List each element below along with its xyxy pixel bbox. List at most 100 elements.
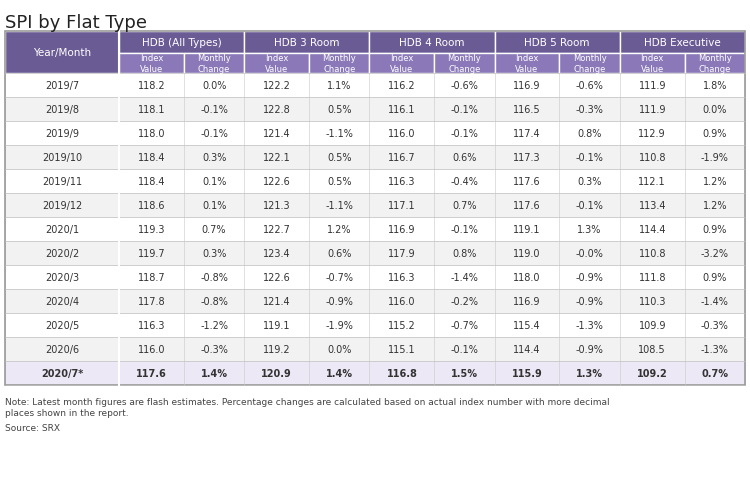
Text: -0.4%: -0.4% — [451, 177, 478, 187]
Text: 122.8: 122.8 — [262, 105, 290, 115]
Text: 117.8: 117.8 — [138, 296, 165, 306]
Text: Index
Value: Index Value — [265, 54, 289, 74]
Text: -0.7%: -0.7% — [326, 272, 353, 283]
Text: 122.7: 122.7 — [262, 225, 291, 235]
Text: -0.6%: -0.6% — [451, 81, 478, 91]
Text: -0.9%: -0.9% — [576, 272, 604, 283]
Text: 2020/3: 2020/3 — [45, 272, 80, 283]
Text: 114.4: 114.4 — [638, 225, 666, 235]
Text: -1.1%: -1.1% — [326, 200, 353, 211]
Text: 115.4: 115.4 — [513, 320, 541, 330]
Text: -0.3%: -0.3% — [200, 344, 228, 354]
Text: -0.1%: -0.1% — [451, 225, 478, 235]
Bar — [685, 54, 745, 74]
Text: -0.8%: -0.8% — [200, 296, 228, 306]
Bar — [495, 54, 560, 74]
Text: HDB 3 Room: HDB 3 Room — [274, 38, 340, 48]
Text: -1.9%: -1.9% — [700, 152, 729, 163]
Text: 123.4: 123.4 — [263, 248, 290, 258]
Text: HDB Executive: HDB Executive — [644, 38, 721, 48]
Text: -0.1%: -0.1% — [200, 129, 228, 139]
Text: 1.3%: 1.3% — [576, 368, 603, 378]
Text: 2019/7: 2019/7 — [45, 81, 80, 91]
Bar — [5, 361, 745, 385]
Text: 119.2: 119.2 — [263, 344, 290, 354]
Bar — [620, 32, 745, 54]
Text: 118.7: 118.7 — [138, 272, 165, 283]
Text: 118.4: 118.4 — [138, 152, 165, 163]
Text: 0.8%: 0.8% — [452, 248, 477, 258]
Text: 2020/1: 2020/1 — [45, 225, 80, 235]
Text: Index
Value: Index Value — [640, 54, 664, 74]
Text: Monthly
Change: Monthly Change — [573, 54, 607, 74]
Text: 0.0%: 0.0% — [327, 344, 352, 354]
Text: 117.6: 117.6 — [513, 177, 541, 187]
Text: 121.4: 121.4 — [263, 129, 290, 139]
Text: 116.0: 116.0 — [388, 296, 416, 306]
Text: 2020/7*: 2020/7* — [41, 368, 83, 378]
Text: -0.1%: -0.1% — [576, 200, 604, 211]
Text: 118.0: 118.0 — [513, 272, 541, 283]
Text: 117.1: 117.1 — [388, 200, 416, 211]
Text: Monthly
Change: Monthly Change — [197, 54, 231, 74]
Text: 0.6%: 0.6% — [327, 248, 352, 258]
Text: 0.0%: 0.0% — [202, 81, 226, 91]
Text: 2019/8: 2019/8 — [45, 105, 79, 115]
Text: 0.5%: 0.5% — [327, 105, 352, 115]
Text: -0.9%: -0.9% — [576, 296, 604, 306]
Text: 2019/10: 2019/10 — [42, 152, 82, 163]
Text: HDB 5 Room: HDB 5 Room — [524, 38, 590, 48]
Bar — [5, 265, 745, 289]
Text: 119.3: 119.3 — [138, 225, 165, 235]
Text: 0.9%: 0.9% — [703, 225, 727, 235]
Text: HDB (All Types): HDB (All Types) — [142, 38, 221, 48]
Text: Monthly
Change: Monthly Change — [698, 54, 732, 74]
Text: 116.9: 116.9 — [388, 225, 416, 235]
Text: -1.4%: -1.4% — [700, 296, 729, 306]
Text: -0.1%: -0.1% — [451, 105, 478, 115]
Bar — [370, 54, 434, 74]
Text: 116.8: 116.8 — [386, 368, 417, 378]
Text: -0.3%: -0.3% — [700, 320, 729, 330]
Text: -0.0%: -0.0% — [576, 248, 604, 258]
Text: 114.4: 114.4 — [513, 344, 541, 354]
Bar — [119, 32, 244, 54]
Text: 109.2: 109.2 — [637, 368, 668, 378]
Bar — [309, 54, 370, 74]
Text: 1.2%: 1.2% — [703, 177, 727, 187]
Text: 0.7%: 0.7% — [202, 225, 226, 235]
Text: 1.2%: 1.2% — [703, 200, 727, 211]
Bar — [370, 32, 495, 54]
Text: -0.3%: -0.3% — [576, 105, 604, 115]
Text: 119.1: 119.1 — [263, 320, 290, 330]
Text: -0.8%: -0.8% — [200, 272, 228, 283]
Text: 118.6: 118.6 — [138, 200, 165, 211]
Bar — [5, 337, 745, 361]
Bar — [5, 313, 745, 337]
Bar — [434, 54, 495, 74]
Bar — [5, 194, 745, 217]
Text: -0.1%: -0.1% — [200, 105, 228, 115]
Text: 0.1%: 0.1% — [202, 177, 226, 187]
Text: -1.1%: -1.1% — [326, 129, 353, 139]
Text: Index
Value: Index Value — [390, 54, 413, 74]
Text: 0.1%: 0.1% — [202, 200, 226, 211]
Bar — [5, 74, 745, 98]
Text: 0.7%: 0.7% — [452, 200, 477, 211]
Text: HDB 4 Room: HDB 4 Room — [399, 38, 465, 48]
Text: -1.3%: -1.3% — [576, 320, 604, 330]
Text: 121.3: 121.3 — [263, 200, 290, 211]
Text: 2020/6: 2020/6 — [45, 344, 80, 354]
Text: 117.3: 117.3 — [513, 152, 541, 163]
Text: -0.1%: -0.1% — [451, 344, 478, 354]
Text: Index
Value: Index Value — [515, 54, 538, 74]
Text: -0.9%: -0.9% — [326, 296, 353, 306]
Text: 117.6: 117.6 — [136, 368, 167, 378]
Text: 118.4: 118.4 — [138, 177, 165, 187]
Text: 2019/12: 2019/12 — [42, 200, 82, 211]
Text: 119.7: 119.7 — [138, 248, 165, 258]
Text: Note: Latest month figures are flash estimates. Percentage changes are calculate: Note: Latest month figures are flash est… — [5, 397, 610, 406]
Text: 1.3%: 1.3% — [578, 225, 602, 235]
Text: 115.9: 115.9 — [512, 368, 542, 378]
Text: 117.6: 117.6 — [513, 200, 541, 211]
